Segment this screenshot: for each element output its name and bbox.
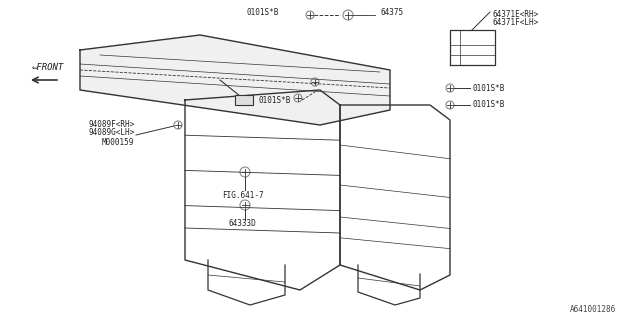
Text: 94089F<RH>: 94089F<RH>: [88, 119, 134, 129]
Text: ⇐FRONT: ⇐FRONT: [32, 62, 64, 71]
Text: 0101S*B: 0101S*B: [258, 95, 291, 105]
Text: A641001286: A641001286: [570, 306, 616, 315]
Polygon shape: [80, 35, 390, 125]
Text: 64333D: 64333D: [228, 219, 256, 228]
Text: M000159: M000159: [102, 138, 134, 147]
Text: 0101S*B: 0101S*B: [246, 7, 278, 17]
Text: FIG.641-7: FIG.641-7: [222, 190, 264, 199]
Text: 64371E<RH>: 64371E<RH>: [492, 10, 538, 19]
Bar: [235, 95, 253, 105]
Text: 64371F<LH>: 64371F<LH>: [492, 18, 538, 27]
Text: 94089G<LH>: 94089G<LH>: [88, 127, 134, 137]
Text: 0101S*B: 0101S*B: [472, 84, 504, 92]
Text: 0101S*B: 0101S*B: [472, 100, 504, 108]
Text: 64375: 64375: [380, 7, 403, 17]
